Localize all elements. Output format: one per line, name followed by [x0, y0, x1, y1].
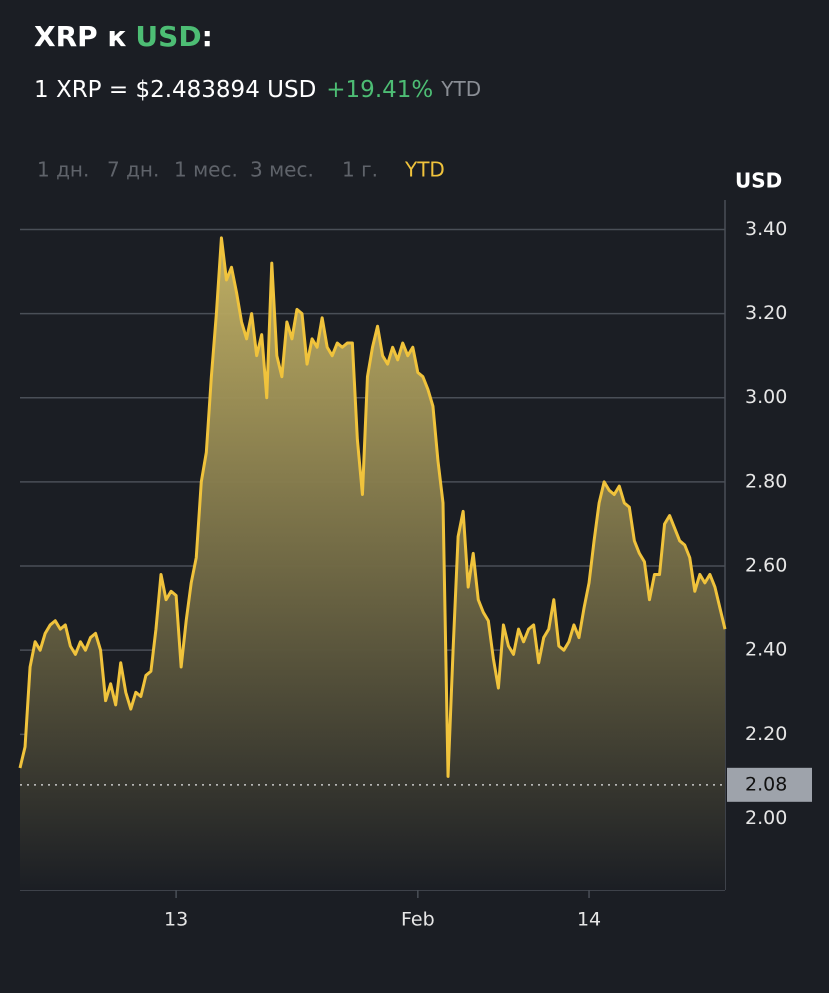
y-tick-label: 2.60	[745, 555, 787, 577]
range-tabs: 1 дн. 7 дн. 1 мес. 3 мес. 1 г. YTD	[37, 158, 445, 182]
title-quote: USD	[135, 20, 201, 53]
y-tick-label: 2.20	[745, 723, 787, 745]
y-tick-label: 2.40	[745, 639, 787, 661]
range-tab[interactable]: 1 дн.	[37, 158, 89, 182]
change: +19.41%	[326, 77, 433, 103]
x-tick-label: 13	[164, 909, 188, 931]
y-tick-label: 3.20	[745, 302, 787, 324]
y-tick-label: 2.00	[745, 807, 787, 829]
rate: 1 XRP = $2.483894 USD	[34, 77, 316, 103]
range-tab[interactable]: 3 мес.	[250, 158, 314, 182]
plot: 2.00 2.20 2.40 2.60 2.80 3.00 3.20 3.40 13 Feb 14 2…	[18, 200, 812, 931]
price-line	[18, 236, 727, 778]
reference-label-box	[727, 767, 812, 802]
title-suffix: :	[202, 20, 213, 53]
area-fill	[20, 237, 725, 890]
y-axis-label: USD	[735, 169, 782, 193]
y-tick-label: 3.00	[745, 386, 787, 408]
change-period: YTD	[440, 77, 481, 101]
y-tick-label: 2.80	[745, 470, 787, 492]
title: XRP к USD:	[34, 20, 213, 53]
reference-label: 2.08	[745, 773, 787, 795]
range-tab[interactable]: 1 мес.	[174, 158, 238, 182]
y-tick-label: 3.40	[745, 218, 787, 240]
range-tab[interactable]: 1 г.	[342, 158, 378, 182]
x-tick-label: Feb	[401, 909, 435, 931]
range-tab[interactable]: 7 дн.	[107, 158, 159, 182]
title-base: XRP к	[34, 20, 126, 53]
range-tab[interactable]: YTD	[404, 158, 445, 182]
x-tick-label: 14	[577, 909, 601, 931]
subtitle: 1 XRP = $2.483894 USD +19.41% YTD	[34, 77, 481, 103]
